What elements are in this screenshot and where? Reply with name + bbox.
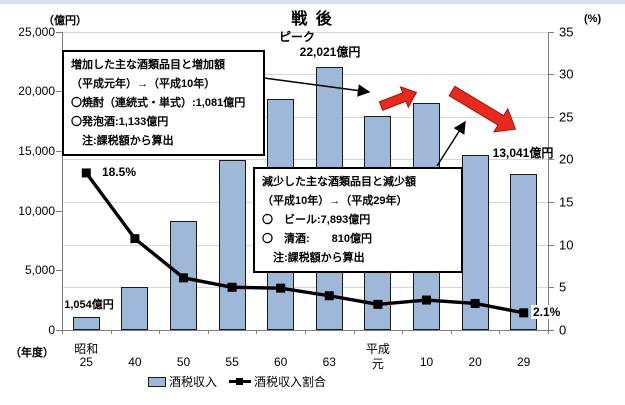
gridline	[62, 31, 548, 33]
x-axis-tickmark	[499, 330, 501, 334]
x-axis-unit-label: （年度）	[10, 347, 54, 359]
x-axis-category-label: 20	[468, 355, 482, 369]
revenue-bar	[72, 317, 100, 330]
y-axis-left-tickmark	[56, 31, 62, 33]
legend-line-label: 酒税収入割合	[254, 375, 327, 389]
chart-title: 戦 後	[291, 11, 334, 28]
revenue-bar	[461, 155, 489, 330]
x-axis-category-label: 63	[322, 355, 336, 369]
legend: 酒税収入 酒税収入割合	[148, 373, 326, 390]
right-axis-unit-label: (%)	[584, 13, 602, 25]
y-axis-left-tick-label: 5,000	[24, 263, 55, 278]
x-axis-line	[62, 330, 553, 331]
last-bar-value-label: 13,041億円	[492, 146, 554, 160]
y-axis-right-tickmark	[548, 116, 554, 118]
x-axis-tickmark	[305, 330, 306, 334]
y-axis-left-tickmark	[56, 150, 62, 152]
y-axis-left-tickmark	[56, 91, 62, 93]
x-axis-category-label: 40	[128, 355, 142, 369]
y-axis-right-tick-label: 35	[559, 24, 574, 39]
y-axis-right-tick-label: 30	[559, 66, 574, 82]
peak-value-label: 22,021億円	[299, 45, 361, 59]
era-label: 昭和	[74, 342, 99, 356]
annotation-line: 増加した主な酒類品目と増加額	[71, 59, 225, 71]
y-axis-right-tick-label: 20	[559, 151, 574, 167]
y-axis-right-tickmark	[548, 31, 554, 33]
y-axis-right-tickmark	[548, 74, 554, 76]
y-axis-left-tick-label: 15,000	[18, 143, 55, 158]
ratio-marker	[130, 233, 140, 243]
legend-bar-label: 酒税収入	[169, 375, 218, 389]
annotation-line: 注:課税額から算出	[71, 135, 174, 147]
x-axis-tickmark	[450, 330, 452, 334]
decrease-annotation-box: 減少した主な酒類品目と減少額 （平成10年）→（平成29年） 〇 ビール:7,8…	[253, 167, 463, 273]
peak-caption-label: ピーク	[278, 30, 316, 44]
y-axis-right-tickmark	[548, 244, 554, 246]
line-swatch-icon	[229, 377, 252, 386]
x-axis-tickmark	[207, 330, 209, 334]
x-axis-category-label: 10	[419, 355, 434, 369]
y-axis-right-tickmark	[548, 287, 554, 289]
x-axis-tickmark	[110, 330, 112, 334]
x-axis-category-label: 60	[274, 355, 288, 369]
x-axis-category-label: 25	[79, 355, 93, 369]
y-axis-left-tickmark	[56, 330, 62, 331]
y-axis-right-tickmark	[548, 159, 554, 161]
x-axis-tickmark	[256, 330, 258, 334]
y-axis-right-tick-label: 10	[559, 237, 574, 253]
y-axis-right-line	[548, 31, 549, 330]
y-axis-left-tick-label: 25,000	[18, 24, 55, 39]
top-strip	[0, 0, 625, 4]
x-axis-category-label: 29	[517, 355, 531, 369]
gridline	[62, 159, 548, 161]
ratio-marker	[81, 167, 91, 177]
annotation-line: （平成10年）→（平成29年）	[262, 195, 408, 207]
x-axis-tickmark	[402, 330, 404, 334]
y-axis-left-tickmark	[56, 270, 62, 272]
y-axis-left-tick-label: 0	[48, 323, 55, 337]
legend-item-revenue: 酒税収入	[148, 373, 217, 390]
revenue-bar	[218, 159, 246, 330]
gridline	[62, 116, 548, 118]
revenue-bar	[121, 287, 149, 330]
era-label: 平成	[365, 342, 390, 356]
decrease-red-arrow-icon	[448, 85, 517, 133]
first-ratio-label: 18.5%	[102, 165, 137, 179]
x-axis-category-label: 50	[176, 355, 191, 369]
annotation-line: 〇発泡酒:1,133億円	[71, 116, 169, 128]
gridline	[62, 74, 548, 76]
y-axis-left-tickmark	[56, 210, 62, 212]
left-axis-unit-label: （億円）	[43, 15, 87, 27]
x-axis-category-label: 55	[225, 355, 239, 369]
increase-annotation-box: 増加した主な酒類品目と増加額 （平成元年）→（平成10年） 〇焼酎（連続式・単式…	[62, 50, 265, 156]
x-axis-tickmark	[548, 330, 549, 334]
y-axis-right-tickmark	[548, 330, 554, 331]
y-axis-left-line	[62, 31, 63, 330]
annotation-line: 〇焼酎（連続式・単式）:1,081億円	[71, 97, 246, 109]
x-axis-category-label: 元	[371, 357, 384, 371]
bar-swatch-icon	[148, 376, 166, 387]
y-axis-right-tick-label: 5	[559, 279, 567, 295]
y-axis-right-tick-label: 15	[559, 194, 574, 210]
legend-item-ratio: 酒税収入割合	[229, 373, 326, 390]
annotation-line: 〇 清酒: 810億円	[262, 233, 373, 245]
x-axis-tickmark	[159, 330, 161, 334]
last-ratio-label: 2.1%	[531, 305, 563, 319]
annotation-line: （平成元年）→（平成10年）	[71, 78, 216, 90]
x-axis-tickmark	[353, 330, 355, 334]
y-axis-right-tick-label: 25	[559, 109, 574, 125]
annotation-line: 減少した主な酒類品目と減少額	[262, 176, 416, 188]
revenue-bar	[170, 220, 197, 330]
y-axis-right-tick-label: 0	[559, 322, 567, 338]
line-swatch-marker	[236, 378, 244, 385]
annotation-line: 注:課税額から算出	[262, 252, 365, 264]
y-axis-right-tickmark	[548, 202, 554, 204]
annotation-line: 〇 ビール:7,893億円	[262, 214, 371, 226]
x-axis-tickmark	[62, 330, 63, 334]
first-bar-value-label: 1,054億円	[64, 299, 114, 311]
y-axis-left-tick-label: 20,000	[18, 84, 55, 99]
y-axis-left-tick-label: 10,000	[18, 203, 55, 218]
